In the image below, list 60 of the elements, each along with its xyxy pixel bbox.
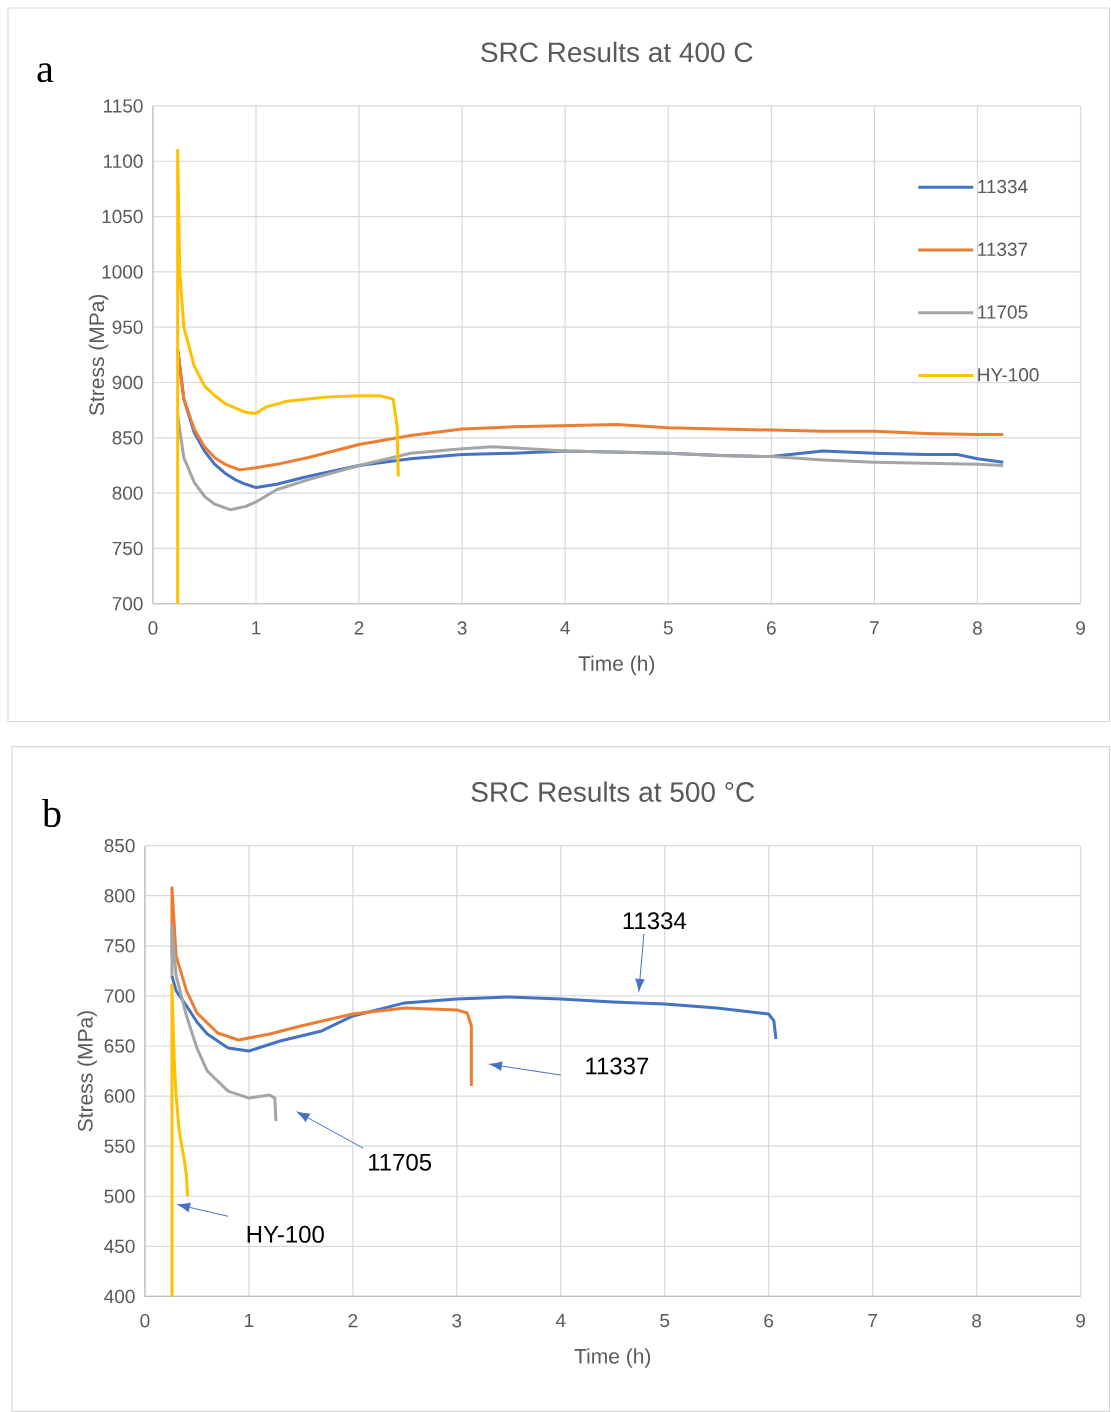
x-tick-label: 1 [245, 1313, 254, 1328]
y-tick-label: 800 [112, 486, 143, 500]
y-tick-label: 650 [104, 1039, 135, 1053]
x-tick-label: 5 [663, 621, 673, 635]
legend-label: 11337 [978, 242, 1028, 257]
y-tick-label: 800 [104, 889, 135, 903]
x-tick-label: 3 [452, 1313, 462, 1328]
annotation: 11334 [623, 912, 687, 930]
chart-title: SRC Results at 500 °C [471, 781, 755, 802]
x-axis-title: Time (h) [578, 655, 655, 676]
y-tick-label: 400 [104, 1289, 135, 1304]
text: a [37, 63, 54, 83]
y-axis-title: Stress (MPa) [88, 294, 109, 416]
annotation: HY-100 [247, 1225, 325, 1243]
x-tick-label: 6 [764, 1313, 774, 1328]
y-tick-label: 1000 [102, 265, 143, 279]
chart-title: SRC Results at 400 C [481, 41, 753, 63]
legend-label: HY-100 [978, 368, 1039, 382]
line-series [170, 983, 190, 1298]
x-tick-label: 1 [252, 621, 261, 635]
x-tick-label: 2 [354, 621, 364, 635]
y-axis-title: Stress (MPa) [77, 1011, 98, 1132]
x-tick-label: 4 [556, 1313, 566, 1328]
x-tick-label: 9 [1076, 621, 1086, 635]
y-tick-label: 750 [104, 939, 135, 953]
y-tick-label: 900 [112, 375, 143, 390]
x-tick-label: 2 [348, 1313, 358, 1328]
legend-label: 11705 [978, 305, 1028, 319]
x-tick-label: 4 [560, 621, 571, 635]
y-tick-label: 950 [112, 320, 143, 334]
x-tick-label: 9 [1076, 1313, 1086, 1328]
line-series [170, 974, 778, 1053]
x-tick-label: 7 [868, 1313, 878, 1328]
x-tick-label: 0 [148, 621, 158, 635]
y-tick-label: 500 [104, 1189, 135, 1203]
x-tick-label: 3 [457, 621, 467, 635]
y-tick-label: 450 [104, 1239, 135, 1254]
x-tick-label: 8 [973, 621, 983, 635]
y-tick-label: 850 [104, 838, 135, 853]
y-tick-label: 850 [112, 431, 143, 445]
annotation: 11705 [369, 1153, 432, 1171]
x-tick-label: 6 [767, 621, 776, 635]
x-tick-label: 7 [870, 621, 879, 635]
y-tick-label: 1100 [104, 154, 143, 168]
y-tick-label: 700 [104, 989, 135, 1003]
y-tick-label: 1150 [104, 99, 143, 113]
x-tick-label: 5 [660, 1313, 670, 1328]
x-tick-label: 8 [972, 1313, 982, 1328]
y-tick-label: 700 [112, 597, 143, 611]
line-series [170, 924, 278, 1123]
x-tick-label: 0 [140, 1313, 150, 1328]
y-tick-label: 750 [112, 541, 143, 556]
legend-label: 11334 [978, 179, 1028, 194]
y-tick-label: 550 [104, 1139, 135, 1153]
y-tick-label: 1050 [102, 209, 143, 224]
text: b [42, 798, 61, 828]
annotation: 11337 [586, 1057, 649, 1075]
y-tick-label: 600 [104, 1089, 135, 1103]
line-series [170, 886, 474, 1088]
x-axis-title: Time (h) [574, 1348, 651, 1368]
